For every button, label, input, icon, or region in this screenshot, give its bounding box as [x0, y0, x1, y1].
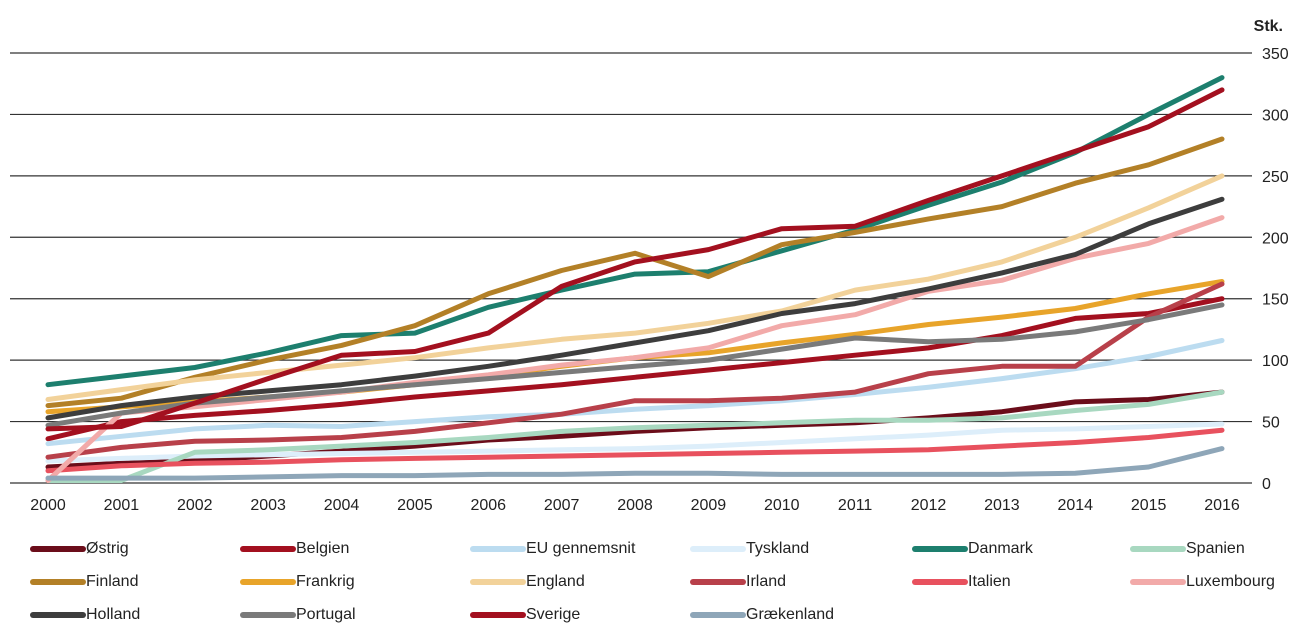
- legend: Østrig Belgien EU gennemsnit Tyskland Danmar…: [0, 534, 1311, 627]
- series-line-luxembourg: [45, 215, 1225, 483]
- x-tick-label: 2014: [1057, 497, 1093, 514]
- y-tick-label: 350: [1262, 46, 1289, 63]
- y-tick-label: 100: [1262, 353, 1289, 370]
- legend-swatch: [912, 546, 968, 552]
- legend-label: Frankrig: [296, 573, 355, 590]
- legend-item: Luxembourg: [1130, 567, 1275, 597]
- y-tick-label: 150: [1262, 292, 1289, 309]
- x-tick-label: 2016: [1204, 497, 1240, 514]
- x-tick-label: 2008: [617, 497, 653, 514]
- legend-label: England: [526, 573, 585, 590]
- series-line-irland: [45, 281, 1225, 460]
- legend-swatch: [240, 612, 296, 618]
- legend-swatch: [470, 579, 526, 585]
- gridlines: [10, 52, 1252, 484]
- legend-swatch: [1130, 579, 1186, 585]
- y-tick-label: 200: [1262, 230, 1289, 247]
- x-tick-label: 2012: [911, 497, 947, 514]
- legend-swatch: [470, 546, 526, 552]
- series-line-england: [45, 173, 1225, 402]
- y-tick-label: 300: [1262, 107, 1289, 124]
- legend-label: Irland: [746, 573, 787, 590]
- x-tick-label: 2004: [324, 497, 360, 514]
- legend-label: Tyskland: [746, 540, 810, 557]
- series-lines: [45, 75, 1225, 483]
- legend-label: Luxembourg: [1186, 573, 1275, 590]
- legend-swatch: [30, 546, 86, 552]
- legend-swatch: [690, 546, 746, 552]
- legend-item: EU gennemsnit: [470, 534, 635, 564]
- legend-swatch: [690, 612, 746, 618]
- y-axis-unit-label: Stk.: [1254, 18, 1283, 35]
- legend-label: Italien: [968, 573, 1011, 590]
- legend-item: Spanien: [1130, 534, 1245, 564]
- x-tick-label: 2002: [177, 497, 213, 514]
- x-tick-label: 2015: [1131, 497, 1167, 514]
- legend-item: Finland: [30, 567, 138, 597]
- legend-label: EU gennemsnit: [526, 540, 636, 557]
- legend-item: Italien: [912, 567, 1011, 597]
- series-line-spanien: [45, 389, 1225, 483]
- legend-label: Danmark: [968, 540, 1033, 557]
- x-tick-label: 2009: [691, 497, 727, 514]
- x-axis-ticks: 2000 2001 2002 2003 2004 2005 2006 2007 2008 2009…: [30, 497, 1240, 514]
- legend-item: Portugal: [240, 600, 356, 630]
- series-line-portugal: [45, 302, 1225, 428]
- series-line-eu-gennemsnit: [45, 338, 1225, 447]
- x-tick-label: 2000: [30, 497, 66, 514]
- legend-item: Danmark: [912, 534, 1033, 564]
- x-tick-label: 2003: [250, 497, 286, 514]
- legend-item: Grækenland: [690, 600, 834, 630]
- x-tick-label: 2005: [397, 497, 433, 514]
- legend-swatch: [30, 579, 86, 585]
- series-line-grækenland: [45, 446, 1225, 481]
- legend-item: Frankrig: [240, 567, 355, 597]
- series-line-danmark: [45, 75, 1225, 388]
- legend-swatch: [240, 579, 296, 585]
- legend-item: Tyskland: [690, 534, 809, 564]
- x-tick-label: 2013: [984, 497, 1020, 514]
- x-tick-label: 2011: [838, 497, 873, 514]
- legend-swatch: [240, 546, 296, 552]
- y-tick-label: 250: [1262, 169, 1289, 186]
- legend-label: Sverige: [526, 606, 581, 623]
- legend-item: Sverige: [470, 600, 580, 630]
- legend-label: Spanien: [1186, 540, 1245, 557]
- legend-item: England: [470, 567, 585, 597]
- x-tick-label: 2006: [470, 497, 506, 514]
- series-line-belgien: [45, 296, 1225, 442]
- legend-swatch: [30, 612, 86, 618]
- series-line-sverige: [45, 87, 1225, 432]
- legend-item: Irland: [690, 567, 786, 597]
- legend-item: Holland: [30, 600, 140, 630]
- legend-label: Portugal: [296, 606, 356, 623]
- legend-label: Grækenland: [746, 606, 835, 623]
- series-line-holland: [45, 196, 1225, 421]
- y-tick-label: 50: [1262, 415, 1280, 432]
- legend-label: Finland: [86, 573, 139, 590]
- series-line-tyskland: [45, 421, 1225, 464]
- legend-label: Holland: [86, 606, 141, 623]
- legend-swatch: [690, 579, 746, 585]
- legend-swatch: [1130, 546, 1186, 552]
- legend-label: Østrig: [86, 540, 129, 557]
- legend-item: Belgien: [240, 534, 349, 564]
- legend-item: Østrig: [30, 534, 129, 564]
- y-axis-ticks: 0 50 100 150 200 250 300 350: [1262, 46, 1289, 493]
- series-line-italien: [45, 427, 1225, 474]
- y-tick-label: 0: [1262, 476, 1271, 493]
- x-tick-label: 2001: [104, 497, 140, 514]
- legend-label: Belgien: [296, 540, 350, 557]
- x-tick-label: 2010: [764, 497, 800, 514]
- legend-swatch: [912, 579, 968, 585]
- x-tick-label: 2007: [544, 497, 580, 514]
- legend-swatch: [470, 612, 526, 618]
- series-line-finland: [45, 136, 1225, 409]
